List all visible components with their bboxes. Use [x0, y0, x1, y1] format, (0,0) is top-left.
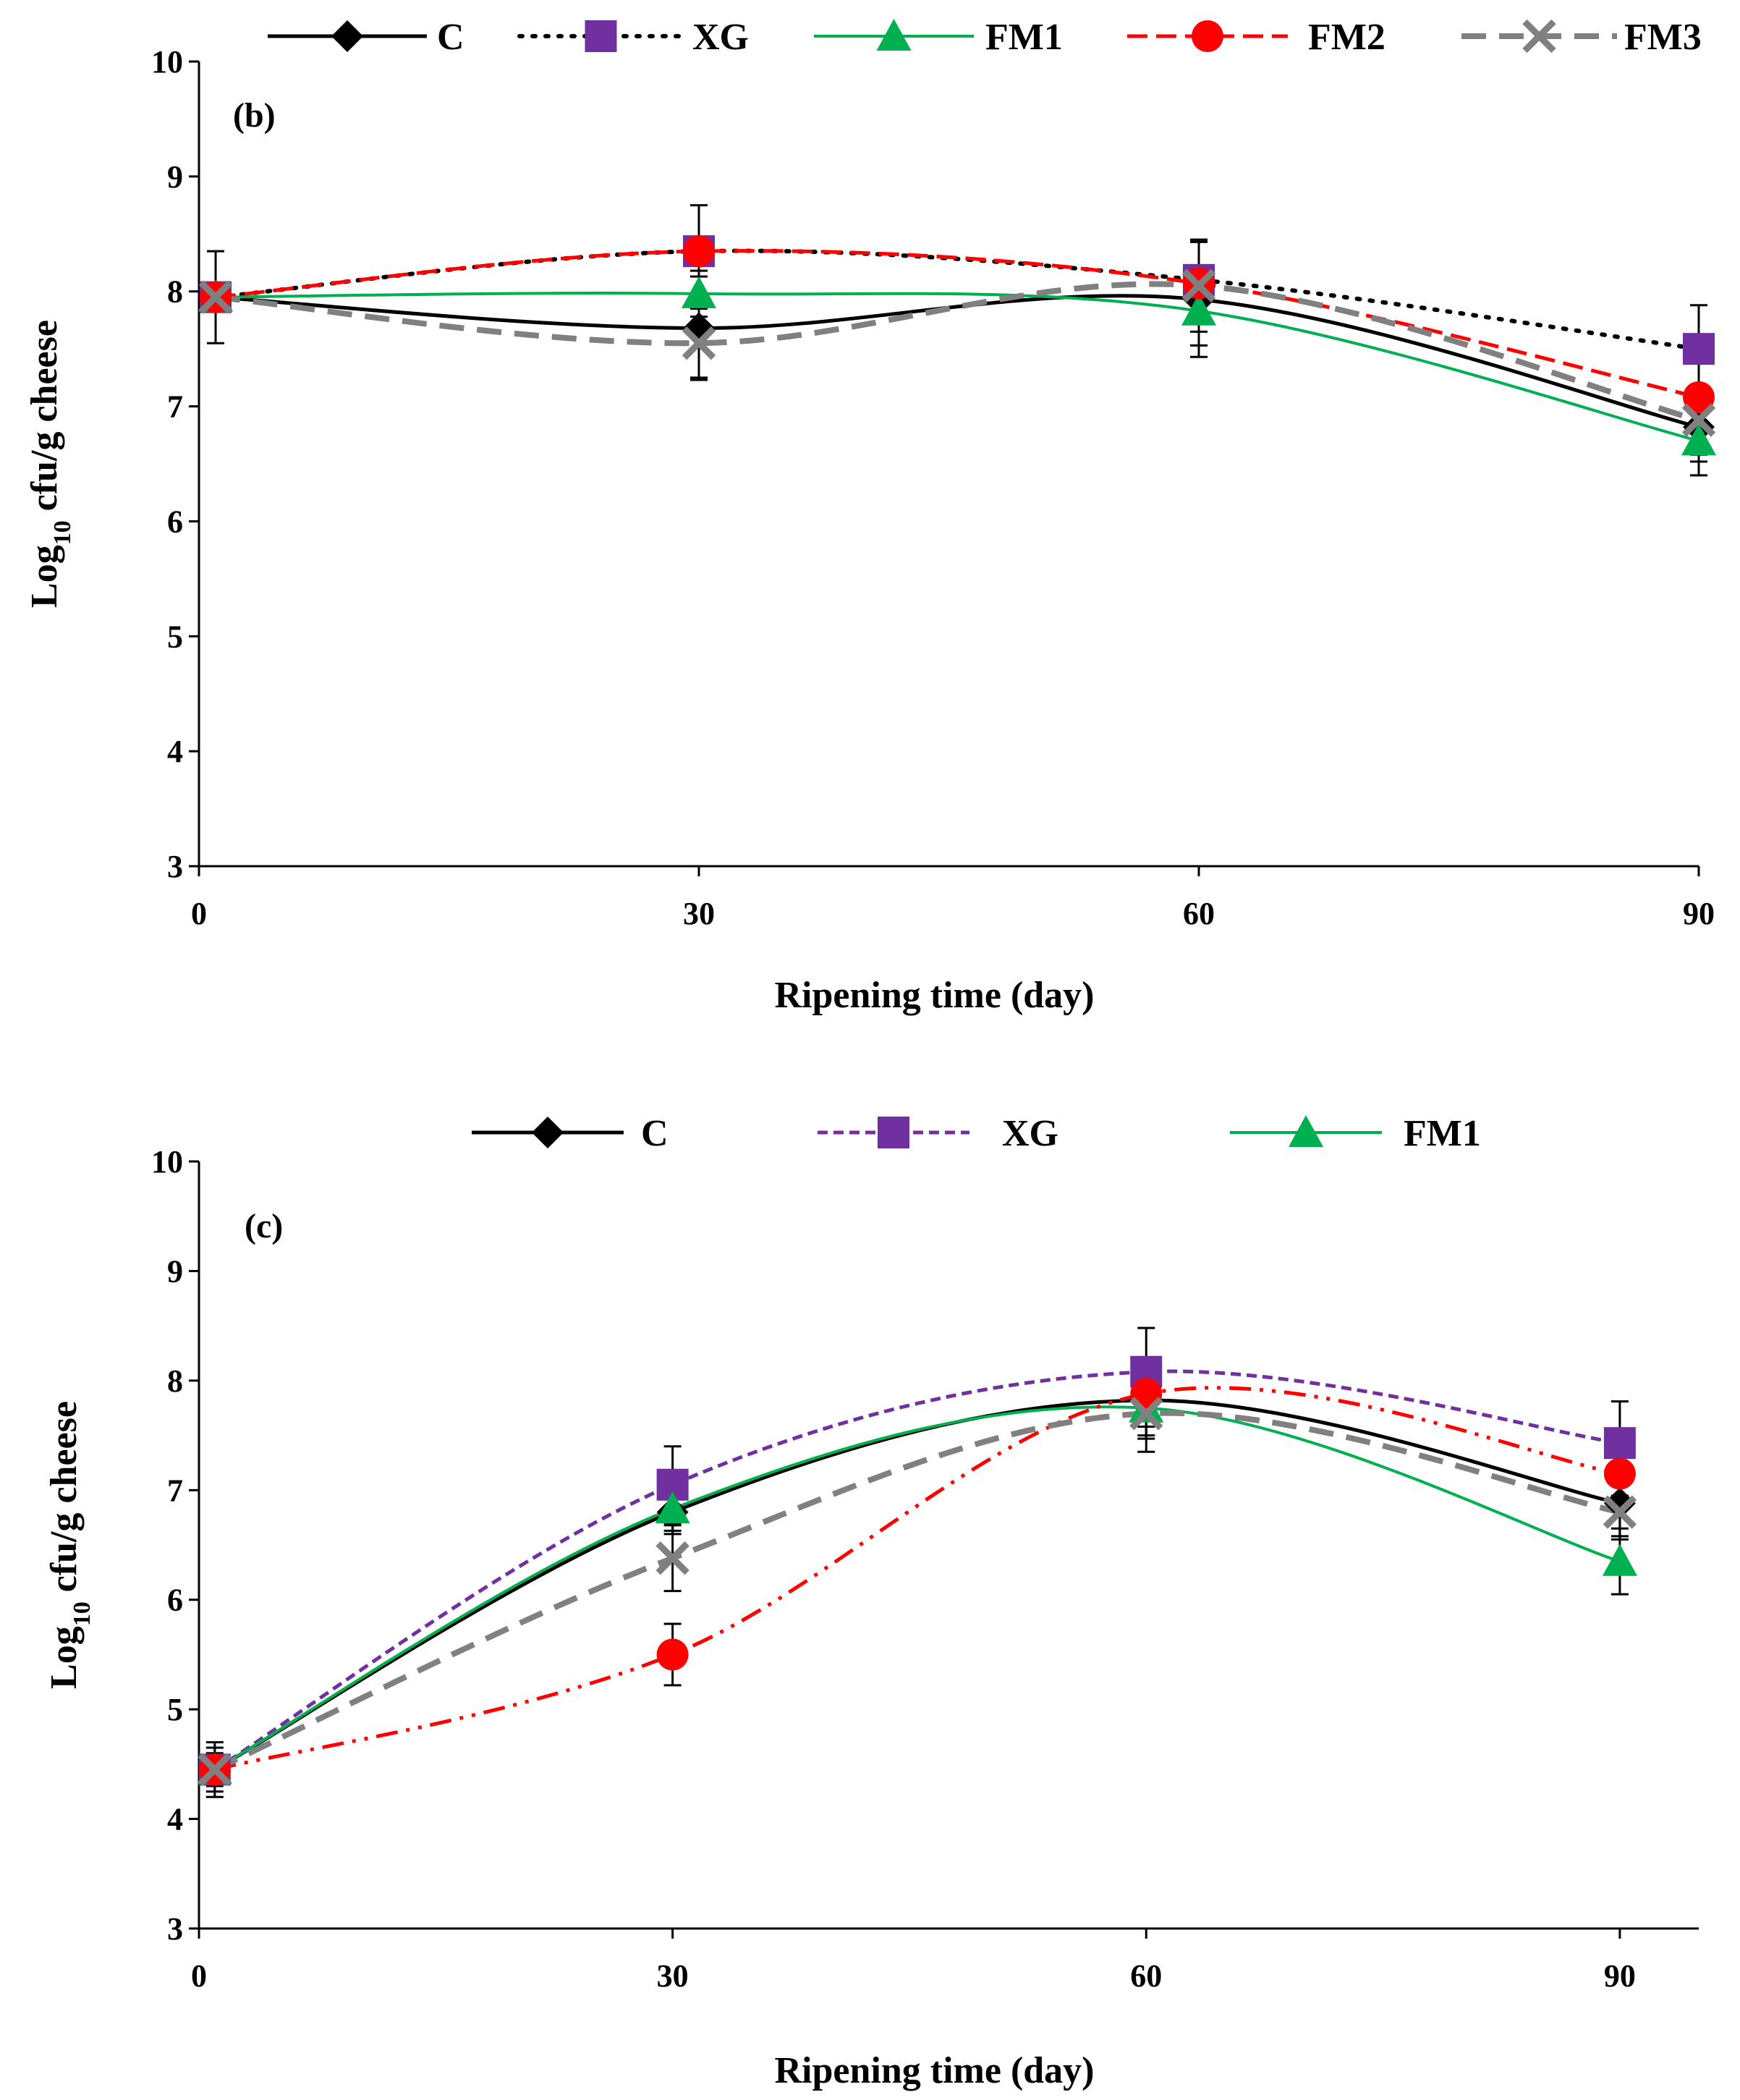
- data-point-fm3: [1681, 403, 1716, 437]
- series-line-c: [213, 1398, 1621, 1771]
- legend-swatch-marker: [1522, 19, 1556, 54]
- y-tick-label: 7: [167, 1473, 183, 1508]
- x-tick-label: 30: [657, 1958, 689, 1994]
- x-tick-label: 30: [683, 896, 715, 931]
- y-axis-title-main: Log: [24, 545, 65, 608]
- legend-item-xg: XG: [517, 17, 749, 58]
- data-point-fm1: [682, 276, 716, 308]
- data-point-c: [1603, 1487, 1636, 1520]
- y-axis-title-subscript: 10: [69, 1601, 96, 1626]
- x-tick-label: 60: [1130, 1958, 1162, 1994]
- y-tick-label: 3: [167, 1911, 183, 1947]
- data-point-xg: [1603, 1427, 1636, 1460]
- data-point-fm2: [1683, 381, 1715, 413]
- legend-item-fm2: FM2: [1127, 17, 1385, 58]
- series-line-c: [215, 294, 1699, 429]
- y-tick-label: 10: [151, 44, 183, 80]
- y-tick-label: 7: [167, 389, 183, 425]
- data-point-fm1: [1181, 293, 1216, 326]
- y-tick-label: 3: [167, 849, 183, 884]
- y-tick-label: 9: [167, 159, 183, 195]
- legend-item-fm3: FM3: [1461, 17, 1702, 58]
- legend-label: XG: [1002, 1113, 1058, 1154]
- legend-label: FM1: [985, 17, 1063, 58]
- data-point-fm1: [1602, 1544, 1637, 1576]
- series-line-fm1: [216, 292, 1699, 443]
- y-tick-label: 5: [167, 619, 183, 654]
- y-axis-title: Log10 cfu/g cheese: [43, 1401, 96, 1689]
- series-line-fm3: [213, 1410, 1621, 1773]
- panel-label: (c): [245, 1207, 283, 1245]
- y-tick-label: 8: [167, 1363, 183, 1399]
- legend-item-xg: XG: [818, 1113, 1058, 1154]
- y-axis-title-subscript: 10: [49, 520, 76, 545]
- legend-label: XG: [692, 17, 749, 58]
- y-tick-label: 5: [167, 1692, 183, 1727]
- series-line-fm2: [215, 249, 1699, 399]
- x-tick-label: 90: [1604, 1958, 1636, 1994]
- legend-label: C: [437, 17, 464, 58]
- data-point-fm3: [1181, 268, 1216, 302]
- y-tick-label: 10: [151, 1144, 183, 1180]
- legend-swatch-marker: [585, 20, 617, 52]
- legend-label: FM3: [1624, 17, 1702, 58]
- legend-swatch-marker: [876, 19, 912, 51]
- data-point-fm3: [1129, 1397, 1163, 1431]
- y-axis-title-rest: cfu/g cheese: [24, 320, 65, 520]
- legend-item-fm1: FM1: [1230, 1113, 1481, 1154]
- x-axis-title: Ripening time (day): [775, 2050, 1095, 2091]
- data-point-fm1: [655, 1491, 690, 1524]
- series-line-fm3: [215, 281, 1700, 423]
- data-point-fm2: [1603, 1457, 1636, 1490]
- panel-label: (b): [233, 96, 276, 135]
- data-point-xg: [1683, 333, 1715, 365]
- legend-swatch-marker: [331, 20, 363, 52]
- x-tick-label: 0: [191, 896, 207, 931]
- x-tick-label: 60: [1183, 896, 1215, 931]
- legend-label: FM1: [1404, 1113, 1481, 1154]
- legend-swatch-marker: [532, 1117, 564, 1148]
- x-axis-title: Ripening time (day): [775, 975, 1095, 1016]
- data-point-fm3: [682, 326, 716, 360]
- y-axis-title-main: Log: [43, 1626, 85, 1689]
- series-line-xg: [213, 1369, 1621, 1771]
- y-tick-label: 6: [167, 504, 183, 539]
- series-line-fm2: [214, 1386, 1621, 1771]
- legend-item-fm1: FM1: [814, 17, 1063, 58]
- y-axis-title-rest: cfu/g cheese: [43, 1401, 85, 1601]
- data-point-fm3: [1603, 1495, 1637, 1529]
- data-point-fm1: [1681, 423, 1716, 456]
- series-line-fm1: [213, 1405, 1621, 1771]
- series-line-xg: [213, 248, 1701, 352]
- y-tick-label: 6: [167, 1583, 183, 1618]
- y-tick-label: 4: [167, 1802, 183, 1837]
- legend-label: C: [641, 1113, 669, 1154]
- legend-label: FM2: [1308, 17, 1385, 58]
- legend-item-c: C: [268, 17, 464, 58]
- data-point-fm2: [656, 1638, 689, 1671]
- data-point-fm3: [655, 1541, 689, 1575]
- data-point-fm3: [198, 1753, 232, 1787]
- y-tick-label: 9: [167, 1253, 183, 1289]
- legend-swatch-marker: [1289, 1115, 1323, 1147]
- y-tick-label: 8: [167, 274, 183, 310]
- y-tick-label: 4: [167, 734, 183, 769]
- legend-swatch-marker: [1192, 20, 1223, 52]
- data-point-fm2: [683, 235, 715, 268]
- legend-swatch-marker: [878, 1117, 909, 1148]
- legend-item-c: C: [472, 1113, 669, 1154]
- y-axis-title: Log10 cfu/g cheese: [24, 320, 76, 608]
- x-tick-label: 0: [191, 1958, 207, 1994]
- data-point-fm3: [198, 280, 233, 314]
- x-tick-label: 90: [1683, 896, 1715, 931]
